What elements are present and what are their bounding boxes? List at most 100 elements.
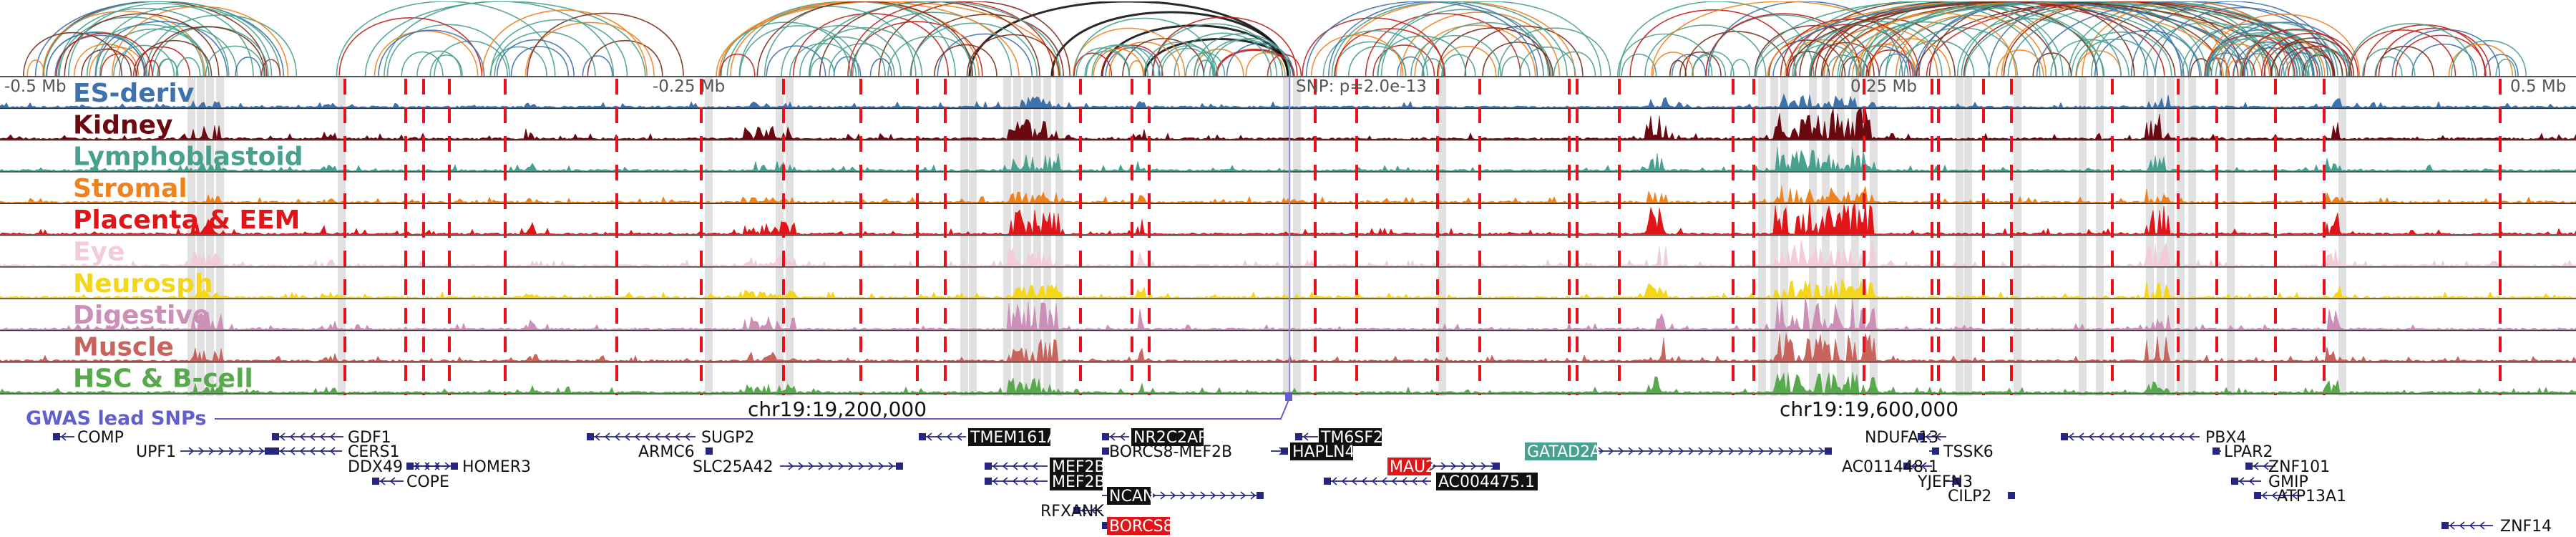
highlight-band [705, 77, 713, 396]
gene-strand-arrow [2238, 477, 2245, 485]
gene-label: SUGP2 [701, 429, 754, 447]
loop-arc [42, 1, 268, 77]
loop-arc [1464, 25, 1584, 77]
loop-arc [260, 59, 281, 77]
loop-arc [2270, 37, 2355, 77]
loop-arc [809, 27, 923, 77]
gene-strand-arrow [1430, 462, 1437, 470]
gene-label: GDF1 [348, 429, 391, 447]
highlight-band [1003, 77, 1011, 396]
highlight-band [1851, 77, 1859, 396]
gene-label-box [1050, 458, 1103, 475]
loop-arc [113, 44, 175, 77]
loop-arc [1684, 31, 1788, 77]
gene-label-box [968, 428, 1050, 446]
gene-strand-arrow [1718, 447, 1724, 455]
gene-label: BORCS8-MEF2B [1109, 443, 1232, 461]
gene-strand-arrow [1012, 462, 1018, 470]
gene-label: DDX49 [348, 458, 403, 476]
gene-label: MAU2 [1390, 458, 1435, 476]
loop-arc [1629, 9, 1797, 77]
gene-strand-arrow [1411, 477, 1418, 485]
gene-exon [896, 463, 903, 470]
gene-strand-arrow [1119, 432, 1126, 441]
loop-arc [1105, 47, 1161, 77]
gene-strand-arrow [926, 432, 932, 441]
loop-arc [2205, 14, 2361, 77]
gene-strand-arrow [218, 447, 225, 455]
gene-strand-arrow [319, 432, 326, 441]
loop-arc [1692, 54, 1727, 77]
gene-strand-arrow [1279, 447, 1285, 455]
gene-strand-arrow [1728, 447, 1735, 455]
gene-strand-arrow [2138, 432, 2145, 441]
loop-arc [2348, 23, 2474, 77]
loop-arc [1705, 13, 1861, 77]
loop-arc [1841, 56, 1869, 77]
loop-arc [2205, 39, 2285, 77]
gene-label: SLC25A42 [693, 458, 774, 476]
loop-arc [496, 39, 575, 77]
gene-strand-arrow [2148, 432, 2155, 441]
gene-exon [272, 448, 279, 455]
loop-arc [1215, 49, 1295, 77]
loop-arc [1679, 52, 1722, 77]
gene-exon [1825, 448, 1832, 455]
loop-arc [937, 33, 1033, 77]
loop-arc [1621, 53, 1657, 77]
loop-arc [1422, 21, 1552, 77]
gene-strand-arrow [888, 462, 894, 470]
gene-strand-arrow [279, 432, 286, 441]
loop-arc [799, 37, 887, 77]
highlight-band [1770, 77, 1778, 396]
gene-exon [272, 433, 279, 440]
gene-strand-arrow [2261, 491, 2268, 500]
gene-strand-arrow [1658, 447, 1664, 455]
gene-strand-arrow [1788, 447, 1795, 455]
gene-strand-arrow [1618, 447, 1624, 455]
highlight-band [1283, 77, 1291, 396]
coord-mid-right: 0.25 Mb [1850, 77, 1917, 96]
gene-exon [1102, 522, 1109, 529]
gene-strand-arrow [1460, 462, 1467, 470]
highlight-band [2014, 77, 2021, 396]
gene-label: NCAN [1109, 488, 1154, 505]
gene-exon [1257, 492, 1264, 499]
highlight-band [2079, 77, 2087, 396]
gene-label-box [1131, 428, 1204, 446]
gene-strand-arrow [2459, 521, 2465, 530]
gene-label-box [1107, 517, 1170, 535]
gene-exon [2245, 463, 2253, 470]
loop-arc [719, 53, 756, 77]
loop-arc [336, 1, 556, 77]
loop-arc [582, 55, 613, 77]
gene-strand-arrow [992, 462, 998, 470]
loop-arc [1245, 52, 1286, 77]
gene-label: ZNF14 [2500, 518, 2552, 536]
gene-label: CERS1 [348, 443, 400, 461]
gene-strand-arrow [1032, 462, 1038, 470]
gene-strand-arrow [248, 447, 255, 455]
gene-strand-arrow [1768, 447, 1775, 455]
loop-arc [2233, 42, 2305, 77]
gwas-snp-mark [1285, 392, 1292, 401]
loop-arc [966, 34, 1060, 77]
loop-arc [2076, 50, 2122, 77]
highlight-band [2227, 77, 2235, 396]
gene-strand-arrow [1032, 477, 1038, 485]
loop-arc [1310, 34, 1404, 77]
gene-strand-arrow [289, 447, 296, 455]
loop-arc [1498, 27, 1611, 77]
gene-strand-arrow [808, 462, 814, 470]
loop-arc [828, 43, 895, 77]
gene-strand-arrow [1002, 477, 1008, 485]
highlight-band [187, 77, 195, 396]
loop-arc [1780, 19, 1920, 77]
highlight-band [1055, 77, 1063, 396]
loop-arc [205, 45, 265, 77]
gene-exon [265, 448, 272, 455]
loop-arc [2242, 29, 2352, 77]
gene-strand-arrow [2281, 491, 2288, 500]
